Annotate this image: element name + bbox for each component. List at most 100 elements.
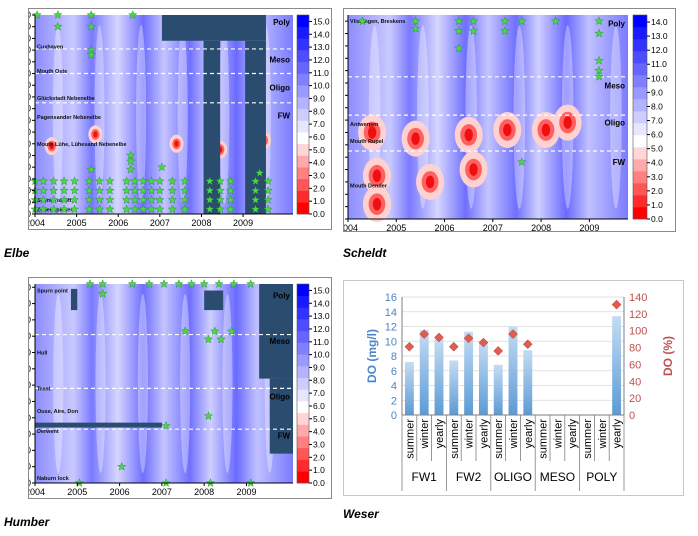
category-label: summer xyxy=(449,419,461,459)
y-tick-label: 70 xyxy=(29,364,31,374)
colorbar-tick-label: 4.0 xyxy=(651,158,663,168)
site-label: Glückstadt Nebenelbe xyxy=(37,96,95,102)
colorbar-segment xyxy=(297,436,309,449)
x-tick-label: 2007 xyxy=(483,223,503,231)
sampling-star xyxy=(225,176,236,186)
y-tick-label: 14 xyxy=(385,307,397,319)
colorbar-tick-label: 2.0 xyxy=(651,186,663,196)
sampling-star xyxy=(49,204,59,214)
sampling-star xyxy=(144,279,154,288)
colorbar-tick-label: 14.0 xyxy=(313,298,330,308)
colorbar-tick-label: 5.0 xyxy=(313,145,325,155)
y-tick-label: 20 xyxy=(29,186,31,196)
do-mgl-bar xyxy=(612,316,622,415)
sampling-star xyxy=(215,185,225,195)
site-label: Hull xyxy=(37,351,48,357)
sampling-star xyxy=(126,164,136,174)
y2-axis-title: DO (%) xyxy=(661,336,675,376)
no-data-block xyxy=(259,284,293,379)
colorbar-segment xyxy=(633,159,647,172)
category-label: yearly xyxy=(523,419,535,449)
site-label: Mouth Dender xyxy=(350,184,388,190)
sampling-star xyxy=(155,185,165,195)
colorbar-tick-label: 8.0 xyxy=(313,106,325,116)
y2-tick-label: 140 xyxy=(629,292,647,304)
colorbar-segment xyxy=(297,389,309,402)
sampling-star xyxy=(246,279,256,288)
sampling-star xyxy=(38,176,48,186)
scheldt-caption: Scheldt xyxy=(343,246,387,260)
sampling-star xyxy=(250,185,261,195)
colorbar-segment xyxy=(633,171,647,184)
group-label: FW1 xyxy=(412,470,438,484)
sampling-star xyxy=(69,204,80,214)
colorbar-tick-label: 1.0 xyxy=(313,465,325,475)
y2-tick-label: 100 xyxy=(629,326,647,338)
sampling-star xyxy=(105,176,115,186)
sampling-star xyxy=(121,204,132,214)
colorbar-segment xyxy=(297,50,309,63)
sampling-star xyxy=(263,185,273,195)
y-tick-label: 50 xyxy=(29,150,31,160)
do-mgl-bar xyxy=(404,361,414,415)
colorbar-segment xyxy=(633,123,647,136)
category-label: yearly xyxy=(434,419,446,449)
sampling-star xyxy=(214,279,224,288)
y2-tick-label: 60 xyxy=(629,359,641,371)
sampling-star xyxy=(210,326,220,336)
sampling-star xyxy=(454,26,464,36)
weser-svg: 0 2 4 6 8 10 12 14 16 0 20 40 60 80 100 120 140 DO (mg/l)… xyxy=(365,292,675,491)
site-label: Vlissingen, Breskens xyxy=(350,19,405,25)
zone-label: Oligo xyxy=(270,393,291,402)
colorbar-segment xyxy=(297,155,309,168)
colorbar-segment xyxy=(633,135,647,148)
sampling-star xyxy=(128,10,138,19)
elbe-heatmap: Poly Meso Oligo FW Cuxhaven Mouth Oste Glückst… xyxy=(28,8,332,230)
colorbar-tick-label: 11.0 xyxy=(313,337,329,347)
no-data-block xyxy=(70,288,78,311)
sampling-star xyxy=(180,195,190,204)
sampling-star xyxy=(127,279,137,288)
colorbar-segment xyxy=(297,38,309,51)
sampling-star xyxy=(86,164,96,174)
y-tick-label: 150 xyxy=(29,33,31,43)
site-label: Naburn lock xyxy=(37,476,70,482)
y-tick-label: 8 xyxy=(391,351,397,363)
do-percent-marker xyxy=(493,346,504,356)
do-percent-marker xyxy=(611,299,622,310)
site-label: Derwent xyxy=(37,429,59,435)
sampling-star xyxy=(69,195,80,204)
zone-label: Oligo xyxy=(270,84,291,93)
colorbar-tick-label: 5.0 xyxy=(313,414,325,424)
sampling-star xyxy=(146,185,157,195)
x-tick-label: 2004 xyxy=(29,487,45,497)
colorbar-segment xyxy=(297,330,309,343)
colorbar-segment xyxy=(297,342,309,355)
colorbar-tick-label: 3.0 xyxy=(313,439,325,449)
sampling-star xyxy=(174,279,184,288)
colorbar-segment xyxy=(633,183,647,196)
colorbar-tick-label: 15.0 xyxy=(313,285,330,295)
sampling-star xyxy=(167,195,177,204)
sampling-star xyxy=(94,204,105,214)
category-label: summer xyxy=(582,419,594,459)
y-tick-label: 110 xyxy=(29,80,31,90)
y2-tick-label: 80 xyxy=(629,343,641,355)
sampling-star xyxy=(98,279,108,288)
sampling-star xyxy=(94,195,105,204)
colorbar-frame xyxy=(296,283,310,484)
y-tick-label: 10 xyxy=(29,462,31,472)
summer-band xyxy=(94,24,105,205)
scheldt-svg: Poly Meso Oligo FW Vlissingen, Breskens Antwe… xyxy=(344,14,668,231)
sampling-star xyxy=(205,195,215,204)
no-data-block xyxy=(35,422,162,428)
y-tick-label: 16 xyxy=(385,292,397,304)
do-mgl-bar xyxy=(419,330,429,415)
category-label: summer xyxy=(538,419,550,459)
sampling-star xyxy=(49,176,59,186)
heatmap-field xyxy=(35,284,293,483)
do-percent-marker xyxy=(463,333,474,344)
sampling-star xyxy=(250,176,261,186)
summer-band xyxy=(417,25,429,209)
sampling-star xyxy=(38,185,48,195)
